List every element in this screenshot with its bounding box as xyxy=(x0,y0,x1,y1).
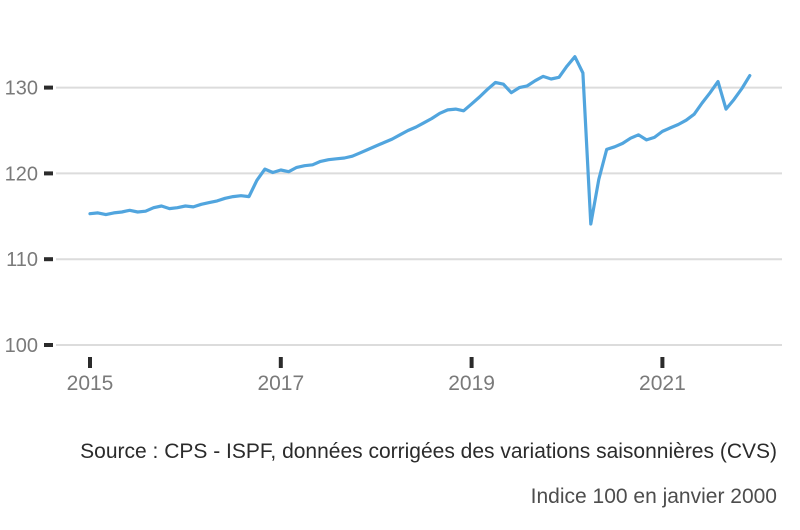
y-axis-tick xyxy=(44,343,53,347)
y-axis-tick xyxy=(44,171,53,176)
x-axis-tick xyxy=(660,357,665,368)
source-note: Source : CPS - ISPF, données corrigées d… xyxy=(80,440,777,463)
x-axis-tick-label: 2021 xyxy=(639,372,686,395)
y-axis-tick-label: 130 xyxy=(5,78,38,100)
y-axis-tick xyxy=(44,257,53,262)
index-base-note: Indice 100 en janvier 2000 xyxy=(530,485,777,508)
x-axis-tick-label: 2019 xyxy=(448,372,495,395)
x-axis-tick xyxy=(469,357,474,368)
y-axis-tick xyxy=(44,85,53,90)
x-axis-tick xyxy=(88,357,92,368)
y-axis-tick-label: 100 xyxy=(5,335,38,357)
x-axis-tick xyxy=(278,357,283,368)
y-axis-tick-label: 120 xyxy=(5,163,38,185)
x-axis-tick-label: 2015 xyxy=(67,372,114,395)
y-axis-tick-label: 110 xyxy=(6,249,38,271)
line-chart: 100 110 120 130 2015 2017 2019 2021 xyxy=(5,55,782,395)
data-line xyxy=(88,55,752,226)
x-axis-tick-label: 2017 xyxy=(257,372,304,395)
